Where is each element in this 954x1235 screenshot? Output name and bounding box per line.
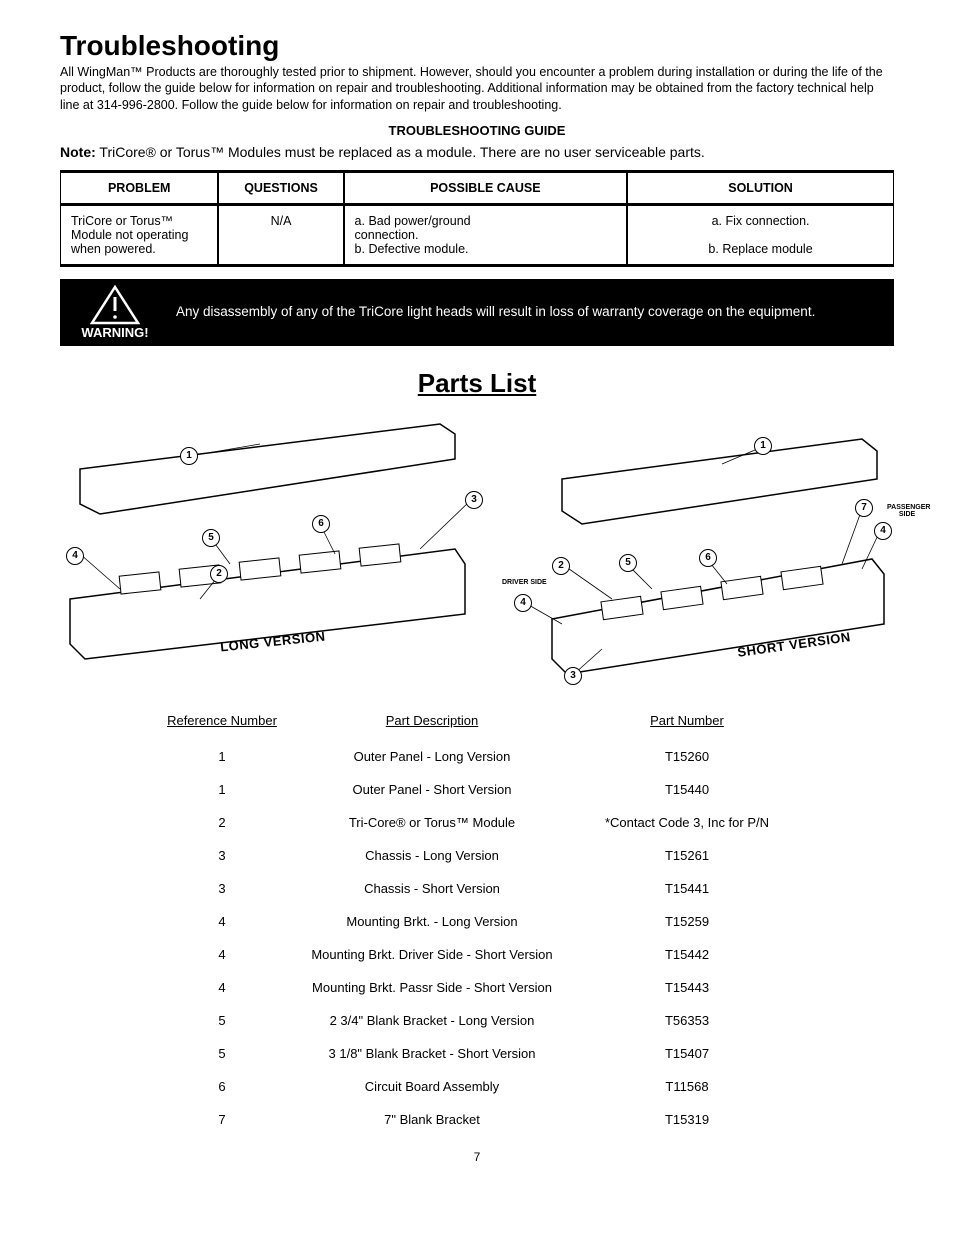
table-row: 4Mounting Brkt. Passr Side - Short Versi… xyxy=(157,971,797,1004)
td-ref: 7 xyxy=(157,1103,287,1136)
driver-side-label: DRIVER SIDE xyxy=(502,579,547,586)
td-desc: Outer Panel - Short Version xyxy=(287,773,577,806)
callout-2: 2 xyxy=(210,565,228,583)
th-desc: Part Description xyxy=(287,709,577,740)
table-row: 53 1/8" Blank Bracket - Short VersionT15… xyxy=(157,1037,797,1070)
diagram-area: 1 3 4 5 6 2 LONG VERSION xyxy=(60,409,894,689)
short-version-svg xyxy=(492,409,902,689)
callout-6: 6 xyxy=(312,515,330,533)
td-desc: Mounting Brkt. Passr Side - Short Versio… xyxy=(287,971,577,1004)
td-ref: 1 xyxy=(157,740,287,773)
warning-text: Any disassembly of any of the TriCore li… xyxy=(176,303,884,321)
note-label: Note: xyxy=(60,144,96,160)
td-ref: 5 xyxy=(157,1004,287,1037)
callout-4b: 4 xyxy=(874,522,892,540)
guide-header: TROUBLESHOOTING GUIDE xyxy=(60,123,894,138)
callout-3: 3 xyxy=(465,491,483,509)
td-pn: T15261 xyxy=(577,839,797,872)
diagram-short: 1 2 5 6 7 4 4 3 DRIVER SIDE PASSENGER SI… xyxy=(492,409,894,689)
td-desc: 2 3/4" Blank Bracket - Long Version xyxy=(287,1004,577,1037)
th-solution: SOLUTION xyxy=(627,170,894,205)
td-ref: 5 xyxy=(157,1037,287,1070)
table-row: 1Outer Panel - Long VersionT15260 xyxy=(157,740,797,773)
callout-7: 7 xyxy=(855,499,873,517)
td-pn: T15443 xyxy=(577,971,797,1004)
callout-2b: 2 xyxy=(552,557,570,575)
td-desc: Mounting Brkt. Driver Side - Short Versi… xyxy=(287,938,577,971)
th-questions: QUESTIONS xyxy=(218,170,343,205)
troubleshooting-table: PROBLEM QUESTIONS POSSIBLE CAUSE SOLUTIO… xyxy=(60,170,894,267)
table-row: 2Tri-Core® or Torus™ Module*Contact Code… xyxy=(157,806,797,839)
table-row: 77" Blank BracketT15319 xyxy=(157,1103,797,1136)
table-row: 3Chassis - Long VersionT15261 xyxy=(157,839,797,872)
intro-text: All WingMan™ Products are thoroughly tes… xyxy=(60,64,894,113)
td-pn: T15441 xyxy=(577,872,797,905)
table-row: 6Circuit Board AssemblyT11568 xyxy=(157,1070,797,1103)
note-text: TriCore® or Torus™ Modules must be repla… xyxy=(96,144,705,160)
td-ref: 6 xyxy=(157,1070,287,1103)
td-pn: T15407 xyxy=(577,1037,797,1070)
td-desc: Chassis - Short Version xyxy=(287,872,577,905)
td-ref: 4 xyxy=(157,905,287,938)
td-desc: Mounting Brkt. - Long Version xyxy=(287,905,577,938)
parts-list-title: Parts List xyxy=(60,368,894,399)
td-desc: Circuit Board Assembly xyxy=(287,1070,577,1103)
td-pn: T56353 xyxy=(577,1004,797,1037)
callout-4: 4 xyxy=(66,547,84,565)
td-desc: Chassis - Long Version xyxy=(287,839,577,872)
table-row: 52 3/4" Blank Bracket - Long VersionT563… xyxy=(157,1004,797,1037)
passenger-side-label: PASSENGER SIDE xyxy=(887,504,927,519)
callout-5b: 5 xyxy=(619,554,637,572)
td-desc: Tri-Core® or Torus™ Module xyxy=(287,806,577,839)
warning-label: WARNING! xyxy=(81,325,148,340)
table-row: 4Mounting Brkt. - Long VersionT15259 xyxy=(157,905,797,938)
callout-5: 5 xyxy=(202,529,220,547)
callout-4c: 4 xyxy=(514,594,532,612)
warning-bar: WARNING! Any disassembly of any of the T… xyxy=(60,279,894,346)
th-cause: POSSIBLE CAUSE xyxy=(344,170,628,205)
td-pn: T15260 xyxy=(577,740,797,773)
table-row: 4Mounting Brkt. Driver Side - Short Vers… xyxy=(157,938,797,971)
td-ref: 4 xyxy=(157,971,287,1004)
page-title: Troubleshooting xyxy=(60,30,894,62)
td-questions: N/A xyxy=(218,205,343,267)
page-number: 7 xyxy=(60,1150,894,1164)
td-ref: 1 xyxy=(157,773,287,806)
warning-triangle-icon xyxy=(90,285,140,325)
table-row: TriCore or Torus™ Module not operating w… xyxy=(60,205,894,267)
td-solution: a. Fix connection. b. Replace module xyxy=(627,205,894,267)
td-pn: T15259 xyxy=(577,905,797,938)
td-pn: T15440 xyxy=(577,773,797,806)
note-line: Note: TriCore® or Torus™ Modules must be… xyxy=(60,144,894,160)
td-ref: 3 xyxy=(157,839,287,872)
td-pn: *Contact Code 3, Inc for P/N xyxy=(577,806,797,839)
td-ref: 2 xyxy=(157,806,287,839)
callout-1: 1 xyxy=(180,447,198,465)
parts-list-table: Reference Number Part Description Part N… xyxy=(157,709,797,1136)
th-pn: Part Number xyxy=(577,709,797,740)
callout-1b: 1 xyxy=(754,437,772,455)
td-ref: 3 xyxy=(157,872,287,905)
callout-3b: 3 xyxy=(564,667,582,685)
td-pn: T15319 xyxy=(577,1103,797,1136)
table-row: 3Chassis - Short VersionT15441 xyxy=(157,872,797,905)
th-problem: PROBLEM xyxy=(60,170,218,205)
td-problem: TriCore or Torus™ Module not operating w… xyxy=(60,205,218,267)
td-desc: 3 1/8" Blank Bracket - Short Version xyxy=(287,1037,577,1070)
td-desc: 7" Blank Bracket xyxy=(287,1103,577,1136)
td-pn: T11568 xyxy=(577,1070,797,1103)
table-row: 1Outer Panel - Short VersionT15440 xyxy=(157,773,797,806)
td-pn: T15442 xyxy=(577,938,797,971)
warning-badge: WARNING! xyxy=(70,285,160,340)
callout-6b: 6 xyxy=(699,549,717,567)
diagram-long: 1 3 4 5 6 2 LONG VERSION xyxy=(60,409,462,689)
td-desc: Outer Panel - Long Version xyxy=(287,740,577,773)
th-ref: Reference Number xyxy=(157,709,287,740)
td-cause: a. Bad power/ground connection. b. Defec… xyxy=(344,205,628,267)
td-ref: 4 xyxy=(157,938,287,971)
